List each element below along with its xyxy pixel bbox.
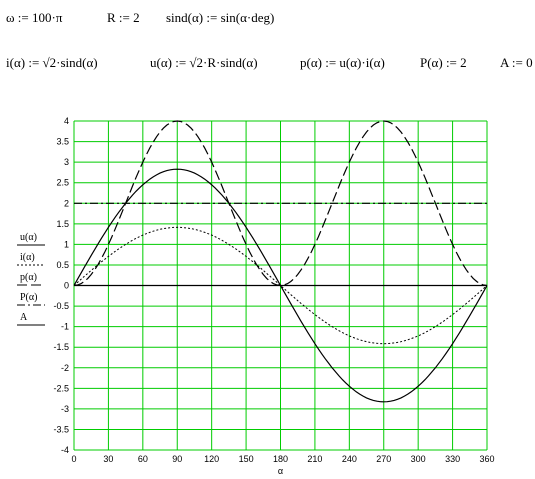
y-tick-label: 0.5 <box>56 260 69 270</box>
y-tick-label: -1 <box>61 322 69 332</box>
legend-label: A <box>20 312 28 323</box>
legend-label: i(α) <box>20 252 35 263</box>
y-tick-label: 1 <box>64 239 69 249</box>
y-tick-label: 3 <box>64 157 69 167</box>
x-tick-label: 30 <box>103 454 113 464</box>
equation-i: i(α) := √2·sind(α) <box>6 55 98 70</box>
x-tick-label: 60 <box>138 454 148 464</box>
y-tick-label: -2 <box>61 363 69 373</box>
y-tick-label: 3.5 <box>56 137 69 147</box>
y-tick-label: 2 <box>64 198 69 208</box>
y-tick-label: -2.5 <box>53 383 69 393</box>
y-tick-label: 1.5 <box>56 219 69 229</box>
equation-p: p(α) := u(α)·i(α) <box>300 55 385 70</box>
x-tick-label: 330 <box>445 454 460 464</box>
x-tick-label: 180 <box>273 454 288 464</box>
x-tick-label: 0 <box>71 454 76 464</box>
x-tick-label: 120 <box>204 454 219 464</box>
x-tick-label: 240 <box>342 454 357 464</box>
series-line-i <box>73 226 488 345</box>
y-tick-label: -3.5 <box>53 424 69 434</box>
x-tick-label: 270 <box>376 454 391 464</box>
x-tick-label: 210 <box>307 454 322 464</box>
legend-label: P(α) <box>20 292 37 303</box>
y-tick-label: -1.5 <box>53 342 69 352</box>
x-tick-label: 90 <box>172 454 182 464</box>
y-tick-label: 4 <box>64 116 69 126</box>
equation-r: R := 2 <box>107 10 140 25</box>
x-tick-label: 300 <box>411 454 426 464</box>
equation-a: A := 0 <box>500 55 533 70</box>
legend-label: u(α) <box>20 232 37 243</box>
y-tick-label: 2.5 <box>56 178 69 188</box>
y-tick-label: -3 <box>61 404 69 414</box>
x-axis-label: α <box>278 466 283 476</box>
x-tick-label: 360 <box>479 454 494 464</box>
equation-omega: ω := 100·π <box>6 10 63 25</box>
legend-label: p(α) <box>20 272 37 283</box>
equation-sind: sind(α) := sin(α·deg) <box>166 10 275 25</box>
x-tick-label: 150 <box>239 454 254 464</box>
y-tick-label: 0 <box>64 281 69 291</box>
y-tick-label: -4 <box>61 445 69 455</box>
equation-p-const: P(α) := 2 <box>420 55 467 70</box>
y-tick-label: -0.5 <box>53 301 69 311</box>
equation-u: u(α) := √2·R·sind(α) <box>150 55 258 70</box>
